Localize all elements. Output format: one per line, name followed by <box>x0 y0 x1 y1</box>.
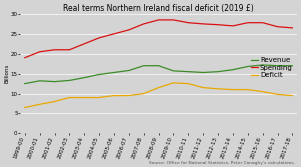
Revenue <box>142 65 145 67</box>
Spending <box>157 19 160 21</box>
Revenue <box>127 69 131 71</box>
Deficit <box>38 103 42 105</box>
Revenue <box>187 71 190 73</box>
Deficit <box>142 93 145 95</box>
Revenue <box>216 71 220 73</box>
Spending <box>112 33 116 35</box>
Spending <box>53 49 56 51</box>
Spending <box>231 25 235 27</box>
Spending <box>127 29 131 31</box>
Legend: Revenue, Spending, Deficit: Revenue, Spending, Deficit <box>250 57 293 79</box>
Deficit <box>201 87 205 89</box>
Revenue <box>201 71 205 73</box>
Revenue <box>261 64 265 66</box>
Deficit <box>127 95 131 97</box>
Deficit <box>97 97 101 99</box>
Deficit <box>290 95 294 97</box>
Revenue <box>38 80 42 82</box>
Revenue <box>231 69 235 71</box>
Spending <box>290 27 294 29</box>
Revenue <box>290 65 294 67</box>
Spending <box>201 23 205 25</box>
Deficit <box>112 95 116 97</box>
Revenue <box>172 70 175 72</box>
Revenue <box>82 77 86 79</box>
Revenue <box>246 65 250 67</box>
Line: Spending: Spending <box>25 20 292 58</box>
Deficit <box>216 88 220 90</box>
Deficit <box>231 89 235 91</box>
Deficit <box>53 101 56 103</box>
Spending <box>38 51 42 53</box>
Line: Deficit: Deficit <box>25 83 292 108</box>
Title: Real terms Northern Ireland fiscal deficit (2019 £): Real terms Northern Ireland fiscal defic… <box>63 4 254 13</box>
Spending <box>187 22 190 24</box>
Revenue <box>23 83 26 85</box>
Deficit <box>172 82 175 84</box>
Spending <box>68 49 71 51</box>
Revenue <box>97 73 101 75</box>
Y-axis label: Billions: Billions <box>4 64 9 83</box>
Deficit <box>157 87 160 89</box>
Spending <box>142 23 145 25</box>
Deficit <box>23 107 26 109</box>
Spending <box>97 37 101 39</box>
Revenue <box>53 81 56 83</box>
Spending <box>172 19 175 21</box>
Text: Source: Office for National Statistics, Peter Conaghy's calculations.: Source: Office for National Statistics, … <box>149 161 295 165</box>
Line: Revenue: Revenue <box>25 65 292 84</box>
Revenue <box>157 65 160 67</box>
Spending <box>82 43 86 45</box>
Deficit <box>82 97 86 99</box>
Deficit <box>246 89 250 91</box>
Revenue <box>276 65 279 67</box>
Spending <box>216 24 220 26</box>
Spending <box>261 22 265 24</box>
Spending <box>246 22 250 24</box>
Deficit <box>68 97 71 99</box>
Deficit <box>261 91 265 93</box>
Spending <box>23 57 26 59</box>
Revenue <box>68 79 71 81</box>
Revenue <box>112 71 116 73</box>
Deficit <box>187 83 190 85</box>
Spending <box>276 26 279 28</box>
Deficit <box>276 93 279 95</box>
